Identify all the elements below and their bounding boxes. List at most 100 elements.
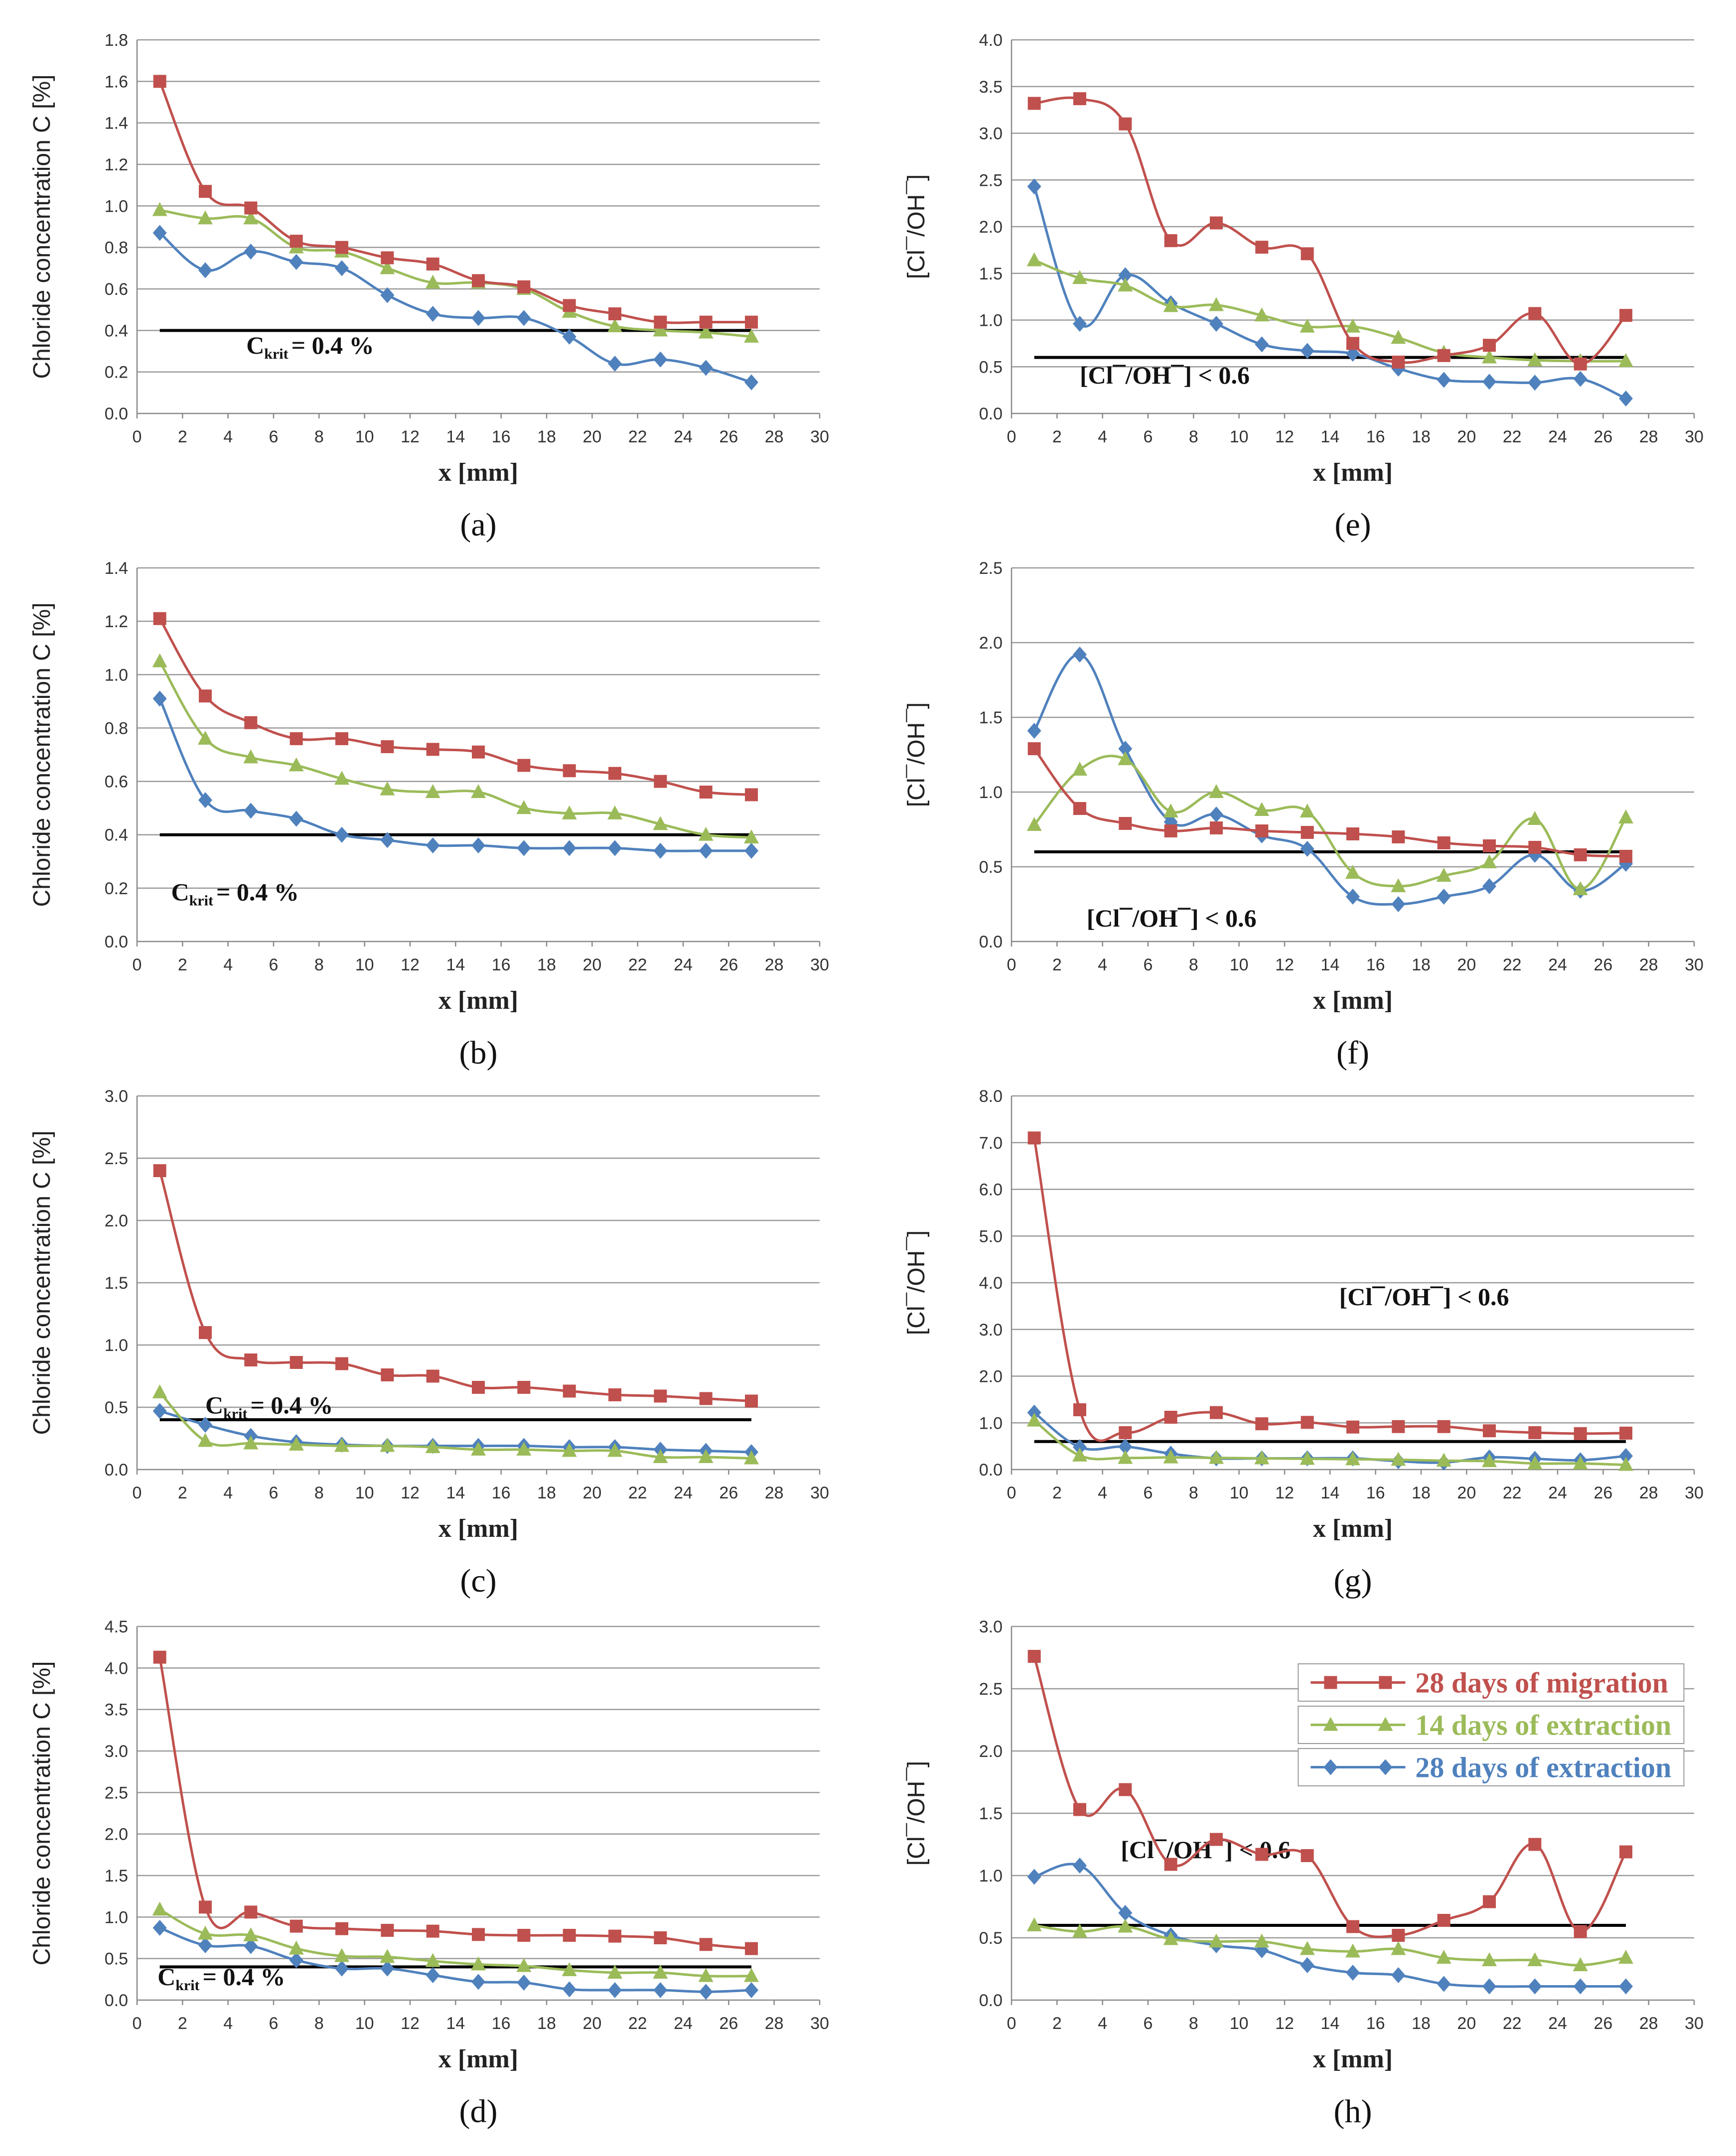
ytick-label-e-4: 2.0 [979, 218, 1003, 237]
xtick-label-d-4: 8 [314, 2014, 324, 2033]
xtick-label-f-8: 16 [1366, 955, 1385, 974]
threshold-label-main-d: C [157, 1963, 175, 1991]
x-axis-label-a: x [mm] [438, 458, 518, 487]
series-line-h-1 [1034, 1924, 1626, 1967]
xtick-label-b-15: 30 [810, 955, 829, 974]
data-point-f-0-7 [1346, 827, 1359, 840]
xtick-label-c-12: 24 [674, 1483, 693, 1502]
xtick-label-b-3: 6 [269, 955, 279, 974]
xtick-label-d-13: 26 [719, 2014, 738, 2033]
ytick-label-c-6: 3.0 [105, 1087, 128, 1106]
data-point-f-1-9 [1436, 868, 1451, 882]
xtick-label-g-0: 0 [1007, 1483, 1016, 1502]
data-point-c-1-3 [289, 1437, 304, 1451]
panel-e: 0.00.51.01.52.02.53.03.54.00 2 4 6 8 10 12 14 16… [903, 31, 1704, 543]
data-point-e-2-9 [1437, 372, 1451, 388]
data-point-d-1-11 [653, 1965, 668, 1979]
xtick-label-c-1: 2 [178, 1483, 187, 1502]
data-point-a-2-6 [426, 306, 440, 322]
panel-label-e: (e) [1334, 507, 1371, 543]
data-point-h-1-12 [1573, 1957, 1588, 1971]
data-point-d-1-9 [562, 1962, 577, 1976]
data-point-b-0-12 [699, 786, 713, 799]
xtick-label-g-15: 30 [1685, 1483, 1704, 1502]
data-point-a-2-7 [471, 310, 485, 326]
data-point-b-0-13 [745, 788, 758, 802]
threshold-label-a: Ckrit = 0.4 % [246, 331, 374, 362]
xtick-label-d-10: 20 [582, 2014, 601, 2033]
data-point-b-1-11 [653, 816, 668, 830]
ytick-label-f-1: 0.5 [979, 858, 1003, 877]
ytick-label-d-5: 2.5 [105, 1783, 128, 1802]
data-point-g-0-11 [1528, 1426, 1542, 1439]
series-c-1 [152, 1384, 759, 1465]
data-point-b-2-3 [289, 810, 303, 827]
data-point-g-0-10 [1483, 1424, 1496, 1438]
data-point-h-2-0 [1027, 1869, 1041, 1885]
data-point-b-2-2 [244, 803, 258, 819]
data-point-c-0-9 [563, 1384, 576, 1398]
xtick-label-h-1: 2 [1052, 2014, 1062, 2033]
xtick-label-b-5: 10 [355, 955, 374, 974]
data-point-b-0-4 [335, 732, 348, 745]
data-point-e-1-5 [1254, 307, 1270, 322]
data-point-f-2-8 [1391, 896, 1406, 912]
threshold-label-c: Ckrit = 0.4 % [205, 1391, 333, 1422]
y-axis-label-d: Chloride concentration C [%] [29, 1661, 55, 1966]
x-axis-label-c: x [mm] [438, 1514, 518, 1543]
series-line-b-0 [158, 618, 752, 796]
data-point-e-2-4 [1209, 316, 1223, 332]
data-point-d-2-5 [380, 1960, 395, 1977]
data-point-g-1-12 [1573, 1455, 1588, 1470]
series-b-1 [152, 653, 759, 844]
y-axis-label-f: [Cl¯/OH¯] [903, 702, 930, 807]
data-point-h-1-9 [1436, 1950, 1451, 1964]
data-point-d-0-11 [654, 1931, 667, 1944]
xtick-label-b-6: 12 [401, 955, 420, 974]
data-point-f-2-7 [1346, 889, 1360, 905]
xtick-label-f-2: 4 [1098, 955, 1107, 974]
data-point-d-0-9 [563, 1929, 576, 1942]
data-point-g-1-9 [1436, 1453, 1451, 1467]
data-point-d-2-12 [699, 1984, 713, 2000]
ytick-label-c-1: 0.5 [105, 1398, 128, 1417]
data-point-h-0-13 [1619, 1845, 1632, 1859]
ytick-label-f-4: 2.0 [979, 634, 1003, 653]
data-point-e-2-6 [1300, 343, 1314, 359]
xtick-label-a-11: 22 [628, 427, 647, 446]
data-point-d-2-0 [152, 1920, 167, 1936]
data-point-a-1-12 [698, 324, 714, 339]
data-point-b-0-0 [153, 612, 166, 625]
xtick-label-b-12: 24 [674, 955, 693, 974]
data-point-f-1-6 [1300, 804, 1315, 817]
xtick-label-f-4: 8 [1189, 955, 1198, 974]
data-point-c-1-8 [516, 1442, 532, 1456]
xtick-label-a-7: 14 [446, 427, 465, 446]
ytick-label-c-4: 2.0 [105, 1212, 128, 1230]
legend-marker-b-1 [1378, 1717, 1393, 1731]
data-point-h-0-9 [1437, 1914, 1450, 1927]
legend-label-1: 14 days of extraction [1415, 1709, 1671, 1742]
xtick-label-a-4: 8 [314, 427, 324, 446]
data-point-b-2-8 [517, 840, 531, 856]
xtick-label-h-14: 28 [1639, 2014, 1658, 2033]
data-point-a-2-8 [517, 310, 531, 326]
data-point-e-1-1 [1072, 270, 1087, 284]
xtick-label-h-8: 16 [1366, 2014, 1385, 2033]
threshold-label-sub-c: krit [223, 1406, 247, 1422]
data-point-b-1-3 [289, 757, 304, 772]
xtick-label-e-14: 28 [1639, 427, 1658, 446]
data-point-a-0-10 [608, 307, 621, 320]
data-point-f-1-13 [1618, 809, 1633, 823]
xtick-label-b-14: 28 [765, 955, 784, 974]
data-point-c-0-1 [199, 1326, 212, 1339]
xtick-label-c-5: 10 [355, 1483, 374, 1502]
panel-d: 0.00.51.01.52.02.53.03.54.04.50 2 4 6 8 10 12 1… [29, 1617, 829, 2130]
data-point-c-1-13 [744, 1450, 759, 1465]
xtick-label-a-12: 24 [674, 427, 693, 446]
xtick-label-d-9: 18 [537, 2014, 556, 2033]
ytick-label-b-5: 1.0 [105, 666, 128, 684]
data-point-b-2-7 [471, 837, 485, 854]
data-point-h-2-10 [1482, 1978, 1496, 1995]
data-point-a-0-1 [199, 185, 212, 198]
